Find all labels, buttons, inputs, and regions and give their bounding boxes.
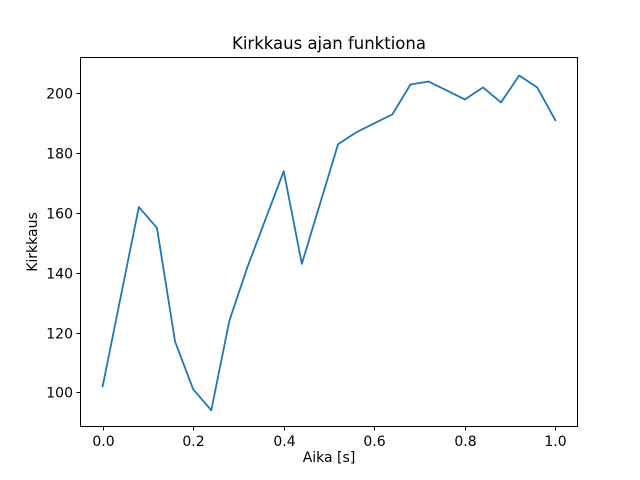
axes-frame (80, 57, 578, 427)
y-tick-label: 140 (46, 267, 73, 283)
x-tick-label: 0.4 (273, 434, 295, 450)
x-tick-label: 0.6 (363, 434, 385, 450)
x-tick-label: 1.0 (544, 434, 566, 450)
x-tick-label: 0.8 (454, 434, 476, 450)
x-tick-label: 0.2 (182, 434, 204, 450)
data-series-line (101, 74, 557, 412)
x-axis-label: Aika [s] (302, 450, 356, 466)
chart-title: Kirkkaus ajan funktiona (232, 34, 426, 53)
y-tick-label: 160 (46, 207, 73, 223)
y-tick-label: 180 (46, 147, 73, 163)
y-tick-label: 200 (46, 87, 73, 103)
y-tick-label: 100 (46, 386, 73, 402)
x-tick-label: 0.0 (92, 434, 114, 450)
y-tick-label: 120 (46, 327, 73, 343)
y-axis-label: Kirkkaus (25, 212, 41, 272)
